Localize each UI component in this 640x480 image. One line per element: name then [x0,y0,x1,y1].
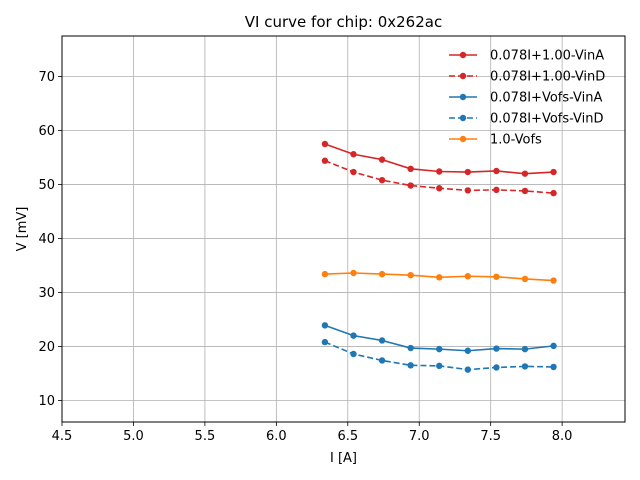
series-3-point [550,363,557,371]
series-3-point [521,363,529,370]
legend-marker-2 [459,93,467,101]
series-1-point [350,168,357,176]
series-0-point [378,156,386,163]
series-1-point [550,189,557,197]
y-tick-label: 50 [38,178,55,193]
series-group [321,140,557,373]
series-4-point [493,273,500,280]
legend-marker-4 [459,135,467,143]
legend: 0.078I+1.00-VinA 0.078I+1.00-VinD 0.078I+V… [449,49,605,148]
series-2-point [378,337,386,344]
series-2-point [436,345,443,353]
x-tick-label: 5.0 [123,429,144,444]
legend-marker-1 [459,72,467,80]
series-4-point [321,270,329,278]
series-3-point [321,338,329,346]
series-3-point [350,350,357,358]
y-tick-label: 40 [38,232,55,247]
y-axis: 10 20 30 40 50 60 70 [38,70,62,409]
series-1-point [378,176,386,184]
series-4-point [436,274,443,281]
y-tick-label: 20 [38,340,55,355]
x-axis-label: I [A] [330,451,357,466]
series-0-point [521,170,529,177]
series-0-point [550,168,557,176]
y-tick-label: 10 [38,394,55,409]
series-3-point [436,362,443,370]
y-tick-label: 70 [38,70,55,85]
series-4-point [464,273,472,280]
legend-label-2: 0.078I+Vofs-VinA [490,91,603,106]
legend-marker-0 [459,51,467,59]
series-1-point [436,185,443,192]
series-2-point [407,344,414,352]
grid [61,36,625,422]
series-2-point [321,322,329,329]
series-3-point [464,366,472,373]
series-0-point [350,151,357,158]
series-2-point [493,345,500,352]
x-tick-label: 4.5 [52,429,73,444]
legend-marker-3 [459,114,467,122]
plot-frame [61,35,626,423]
legend-label-3: 0.078I+Vofs-VinD [490,112,604,127]
series-3-point [407,362,414,369]
legend-label-0: 0.078I+1.00-VinA [490,49,604,64]
series-1-point [521,187,529,195]
y-tick-label: 60 [38,124,55,139]
series-4-point [550,277,557,284]
series-0-point [436,168,443,175]
series-0-point [493,167,500,175]
x-tick-label: 7.5 [480,429,501,444]
series-2-point [521,345,529,353]
series-1-point [321,157,329,164]
series-0-point [407,165,414,173]
series-2-point [550,342,557,350]
x-tick-label: 8.0 [552,429,573,444]
series-1-point [407,182,414,189]
series-3-point [378,357,386,364]
y-axis-label: V [mV] [15,207,30,252]
legend-label-1: 0.078I+1.00-VinD [490,70,605,85]
series-2-point [350,332,357,339]
series-1-point [464,187,472,194]
chart-title: VI curve for chip: 0x262ac [245,13,442,31]
series-1-point [493,186,500,194]
series-4-point [521,275,529,283]
series-4-point [378,270,386,278]
series-3-point [493,364,500,371]
series-0-point [464,168,472,176]
y-tick-label: 30 [38,286,55,301]
x-tick-label: 7.0 [409,429,430,444]
x-axis: 4.5 5.0 5.5 6.0 6.5 7.0 7.5 8.0 [52,422,573,444]
x-tick-label: 5.5 [195,429,216,444]
x-tick-label: 6.0 [266,429,287,444]
series-2-point [464,347,472,354]
x-tick-label: 6.5 [337,429,358,444]
series-4-point [350,269,357,277]
legend-label-4: 1.0-Vofs [490,133,542,148]
series-4-point [407,271,414,279]
series-0-point [321,140,329,148]
